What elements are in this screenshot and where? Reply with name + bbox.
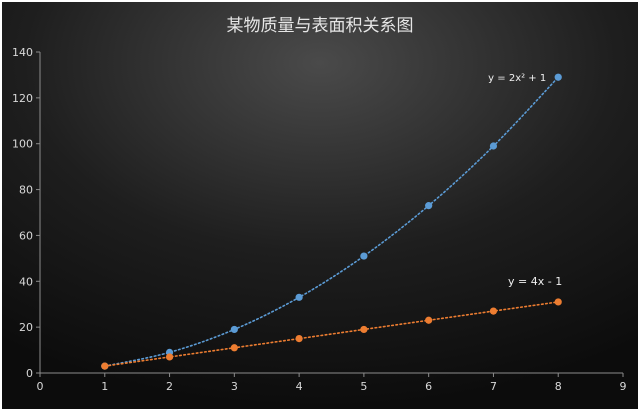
y-tick-label: 0	[26, 367, 33, 380]
y-tick-label: 120	[12, 92, 33, 105]
y-tick-label: 20	[19, 321, 33, 334]
data-point	[101, 362, 109, 370]
x-tick-label: 8	[555, 380, 562, 393]
x-tick-label: 1	[101, 380, 108, 393]
data-point	[230, 344, 238, 352]
data-point	[554, 73, 562, 81]
equation-label-linear: y = 4x - 1	[508, 275, 562, 288]
y-tick-label: 100	[12, 138, 33, 151]
data-point	[165, 353, 174, 361]
data-point	[425, 316, 433, 324]
data-point	[295, 293, 303, 301]
data-point	[489, 142, 498, 150]
series-layer	[101, 73, 562, 370]
data-point	[425, 202, 433, 210]
trendline-1	[103, 301, 560, 367]
data-point	[360, 325, 368, 334]
equation-label-quadratic: y = 2x² + 1	[488, 73, 546, 84]
y-tick-label: 140	[12, 46, 33, 59]
x-tick-label: 4	[296, 380, 303, 393]
chart-title: 某物质量与表面积关系图	[227, 16, 414, 36]
data-point	[554, 298, 562, 306]
x-tick-label: 6	[425, 380, 432, 393]
x-tick-label: 5	[360, 380, 367, 393]
y-tick-label: 40	[19, 275, 33, 288]
x-tick-label: 0	[37, 380, 44, 393]
data-point	[230, 325, 238, 334]
data-point	[360, 252, 368, 260]
y-tick-label: 60	[19, 229, 33, 242]
x-tick-label: 2	[166, 380, 173, 393]
y-tick-label: 80	[19, 184, 33, 197]
x-tick-label: 7	[490, 380, 497, 393]
data-point	[489, 307, 498, 315]
x-tick-label: 3	[231, 380, 238, 393]
axes: 0 20 40 60 80 100 120 140 0 1 2 3 4 5 6 7 8 9	[12, 46, 627, 393]
x-tick-label: 9	[620, 380, 627, 393]
label-layer: y = 2x² + 1 y = 4x - 1	[488, 73, 562, 288]
data-point	[295, 335, 303, 343]
